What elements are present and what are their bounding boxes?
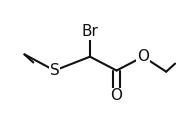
Text: Br: Br bbox=[82, 24, 98, 39]
Text: S: S bbox=[50, 63, 59, 78]
Text: O: O bbox=[111, 88, 123, 103]
Text: O: O bbox=[137, 49, 149, 64]
